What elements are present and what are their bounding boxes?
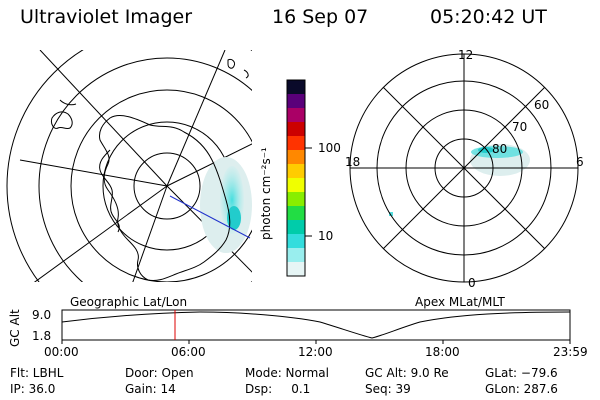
colorbar-segment — [287, 206, 305, 221]
colorbar-segment — [287, 150, 305, 165]
instrument-title: Ultraviolet Imager — [20, 6, 193, 28]
peninsula-coast — [99, 149, 120, 233]
colorbar-segment — [287, 108, 305, 123]
info-glon: GLon: 287.6 — [485, 382, 558, 396]
mlt-label-12: 12 — [458, 48, 474, 62]
alt-x-ticks — [61, 340, 571, 344]
info-gcalt: GC Alt: 9.0 Re — [365, 366, 449, 380]
alt-xtick-1200: 12:00 — [298, 345, 333, 359]
colorbar-segment — [287, 136, 305, 151]
satellite-track — [169, 195, 251, 239]
info-seq: Seq: 39 — [365, 382, 411, 396]
colorbar-segment — [287, 178, 305, 193]
alt-xtick-2359: 23:59 — [553, 345, 588, 359]
polar-plot — [349, 53, 579, 283]
alt-ylabel: GC Alt — [8, 309, 22, 347]
date-label: 16 Sep 07 — [272, 6, 369, 28]
mag-panel-label: Apex MLat/MLT — [415, 295, 505, 309]
altitude-plot — [61, 309, 571, 344]
mlt-label-6: 6 — [576, 155, 584, 169]
info-dsp: Dsp: 0.1 — [245, 382, 311, 396]
colorbar-segment — [287, 262, 305, 277]
geographic-map — [6, 50, 252, 282]
longitude-lines — [19, 50, 252, 282]
colorbar-segment — [287, 192, 305, 207]
colorbar-segment — [287, 94, 305, 109]
geo-panel-label: Geographic Lat/Lon — [70, 295, 188, 309]
color-bar — [286, 79, 306, 277]
mlt-label-0: 0 — [468, 276, 476, 290]
colorbar-segment — [287, 234, 305, 249]
colorbar-label-100: 100 — [318, 141, 341, 155]
mlat-label-70: 70 — [512, 120, 528, 134]
polar-mlt-lines — [350, 54, 578, 282]
aurora-patch-geo — [200, 157, 252, 253]
colorbar-border — [286, 79, 306, 277]
alt-xtick-0600: 06:00 — [171, 345, 206, 359]
altitude-curve — [61, 311, 571, 339]
info-ip: IP: 36.0 — [10, 382, 56, 396]
info-flt: Flt: LBHL — [10, 366, 64, 380]
island-coast — [227, 59, 249, 79]
mlat-label-60: 60 — [534, 98, 550, 112]
mlt-label-18: 18 — [345, 155, 361, 169]
colorbar-segment — [287, 164, 305, 179]
south-america-coast — [51, 99, 77, 130]
mlat-label-80: 80 — [492, 142, 508, 156]
alt-ytick-9: 9.0 — [32, 308, 52, 322]
info-door: Door: Open — [125, 366, 194, 380]
alt-xtick-1800: 18:00 — [425, 345, 460, 359]
colorbar-segment — [287, 220, 305, 235]
colorbar-segment — [287, 122, 305, 137]
colorbar-label-10: 10 — [318, 229, 334, 243]
colorbar-unit-label: photon cm⁻²s⁻¹ — [259, 147, 273, 240]
info-glat: GLat: −79.6 — [485, 366, 558, 380]
info-mode: Mode: Normal — [245, 366, 329, 380]
colorbar-segment — [287, 248, 305, 263]
time-label: 05:20:42 UT — [430, 6, 547, 28]
info-gain: Gain: 14 — [125, 382, 176, 396]
alt-ytick-18: 1.8 — [32, 329, 52, 343]
colorbar-segment — [287, 80, 305, 95]
alt-xtick-0000: 00:00 — [44, 345, 79, 359]
